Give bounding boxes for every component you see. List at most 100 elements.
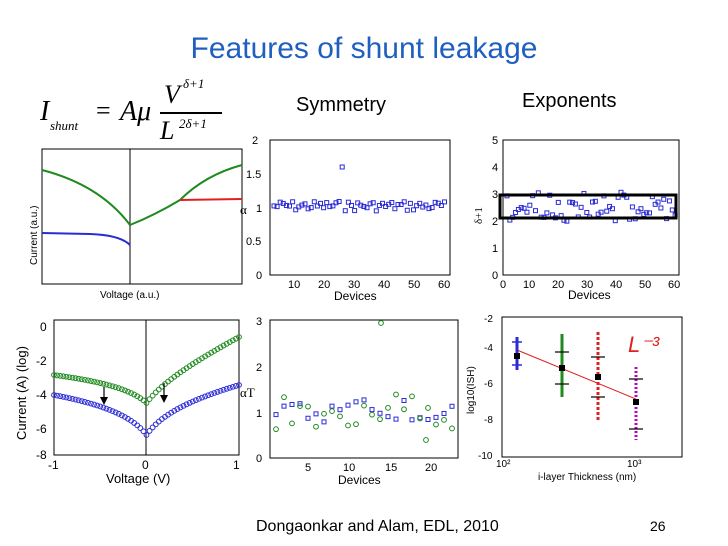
iv-log-marker-blue — [143, 432, 150, 438]
iv-log-markers — [51, 334, 242, 438]
delta-markers — [504, 189, 678, 224]
alpha-ytick: 0.5 — [246, 236, 261, 248]
iv-log-marker-blue — [149, 424, 156, 431]
alpha-marker — [302, 201, 308, 207]
alpha-marker — [290, 199, 296, 205]
alpha-marker — [324, 200, 330, 206]
alphaT-marker-blue — [297, 401, 303, 407]
delta-marker — [638, 206, 644, 212]
iv-log-marker-blue — [122, 414, 128, 420]
alphaT-marker-green — [385, 404, 391, 411]
iv-log-marker-green — [60, 373, 67, 380]
alpha-marker — [339, 164, 345, 170]
iv-log-marker-blue — [171, 407, 178, 414]
iv-log-marker-green — [229, 337, 236, 344]
page-number: 26 — [650, 518, 666, 534]
alphaT-marker-green — [378, 320, 384, 326]
alphaT-marker-blue — [385, 414, 391, 420]
alphaT-marker-green — [353, 421, 359, 428]
iv-log-marker-blue — [97, 403, 104, 410]
delta-marker — [655, 199, 661, 205]
iv-log-marker-green — [125, 388, 131, 395]
iv-log-marker-blue — [112, 409, 119, 416]
iv-log-marker-green — [78, 376, 85, 383]
delta-marker — [578, 204, 584, 210]
iv-log-ylabel: Current (A) (log) — [14, 346, 29, 440]
iv-log-marker-green — [63, 373, 70, 380]
slide-title: Features of shunt leakage — [190, 32, 538, 65]
alpha-marker — [308, 205, 314, 211]
alphaT-marker-green — [423, 437, 429, 443]
iv-log-marker-green — [226, 339, 233, 345]
series-1-mean — [514, 353, 520, 359]
delta-ytick: 1 — [492, 243, 498, 255]
iv-log-marker-green — [81, 376, 88, 383]
iv-log-marker-blue — [106, 406, 113, 413]
iv-log-marker-green — [152, 389, 159, 396]
alphaT-marker-blue — [393, 416, 399, 422]
delta-marker — [584, 209, 590, 215]
delta-marker — [544, 210, 550, 216]
delta-marker — [513, 210, 519, 216]
iv-log-marker-blue — [189, 398, 196, 405]
iv-log-marker-blue — [229, 383, 236, 390]
iv-log-marker-green — [97, 380, 104, 386]
alpha-marker — [342, 208, 348, 214]
shunt-series-2 — [555, 334, 569, 397]
iv-log-marker-green — [109, 383, 116, 390]
iv-log-marker-blue — [180, 402, 187, 409]
shunt-series-1 — [512, 337, 522, 370]
iv-log-marker-blue — [223, 385, 230, 392]
delta-ytick: 5 — [492, 135, 498, 147]
alpha-marker — [333, 200, 339, 206]
alpha-xtick: 60 — [438, 279, 450, 291]
iv-log-marker-blue — [69, 395, 76, 402]
iv-log-marker-green — [146, 396, 153, 403]
alphaT-marker-blue — [321, 419, 327, 425]
alpha-marker — [429, 205, 435, 211]
iv-log-marker-blue — [72, 396, 79, 403]
iv-log-marker-green — [233, 335, 239, 342]
alphaT-marker-green — [433, 421, 439, 428]
iv-log-marker-blue — [63, 394, 70, 401]
alpha-marker — [432, 199, 438, 205]
delta-marker — [527, 202, 533, 208]
citation: Dongaonkar and Alam, EDL, 2010 — [256, 518, 499, 535]
alpha-marker — [327, 204, 333, 210]
delta-marker — [572, 201, 578, 207]
iv-log-marker-green — [128, 390, 134, 396]
delta-marker — [609, 206, 615, 212]
alpha-marker — [395, 202, 401, 208]
iv-log-marker-blue — [183, 401, 190, 408]
iv-linear-ylabel: Current (a.u.) — [30, 206, 40, 265]
alpha-xlabel: Devices — [334, 289, 377, 303]
alphaT-xtick: 15 — [385, 462, 397, 474]
iv-log-marker-green — [118, 386, 125, 393]
iv-log-ytick: -6 — [36, 422, 47, 436]
alphaT-marker-blue — [273, 412, 279, 418]
alpha-marker — [380, 200, 385, 206]
alpha-marker — [305, 206, 311, 212]
exponent-range-box — [498, 193, 678, 220]
iv-log-marker-green — [220, 342, 227, 349]
alpha-xtick: 20 — [318, 279, 330, 291]
equation-den-exp: 2δ+1 — [179, 116, 207, 131]
alpha-marker — [438, 203, 444, 209]
alpha-marker — [423, 202, 429, 208]
iv-log-marker-blue — [137, 425, 144, 431]
alphaT-marker-blue — [369, 407, 375, 413]
shunt-ylabel: log10(ISH) — [466, 366, 477, 414]
delta-marker — [524, 209, 530, 215]
iv-log-plot: 0 -2 -4 -6 -8 -1 0 1 Current (A) (log) V… — [14, 319, 242, 486]
alpha-marker — [277, 199, 283, 205]
symmetry-heading: Symmetry — [296, 94, 386, 116]
delta-ytick: 3 — [492, 189, 498, 201]
iv-log-ytick: -2 — [36, 354, 47, 368]
shunt-equation: I shunt = Aμ V δ+1 L 2δ+1 — [40, 76, 240, 150]
iv-log-marker-blue — [91, 401, 97, 408]
delta-xtick: 10 — [523, 279, 535, 291]
delta-marker — [592, 198, 598, 204]
alphaT-marker-green — [361, 402, 367, 409]
alphaT-marker-green — [337, 413, 343, 420]
iv-log-marker-green — [66, 374, 73, 381]
